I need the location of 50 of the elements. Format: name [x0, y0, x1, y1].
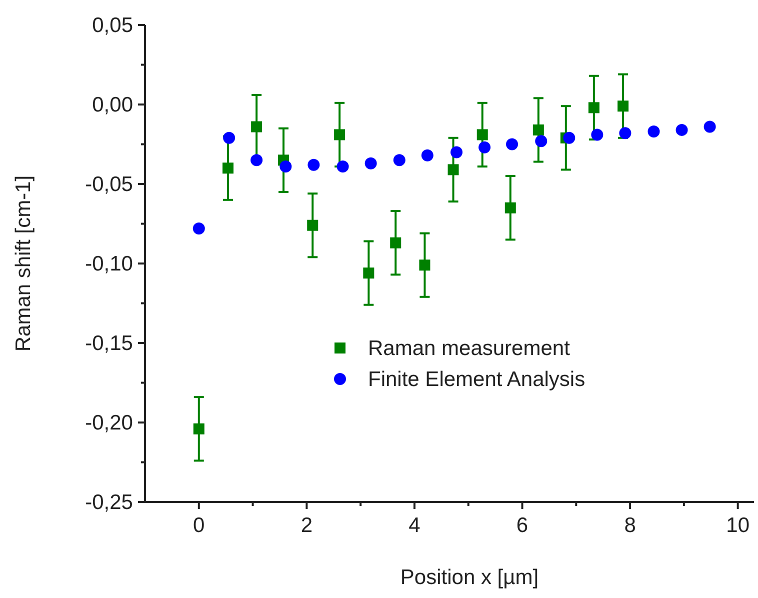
point — [393, 154, 406, 166]
point — [390, 237, 402, 248]
point — [476, 129, 488, 140]
point — [364, 157, 377, 170]
legend-label: Raman measurement — [368, 337, 570, 360]
x-tick-label: 4 — [408, 514, 421, 537]
x-tick-label: 6 — [516, 514, 528, 537]
point — [222, 162, 234, 174]
point — [618, 100, 629, 112]
point — [535, 135, 548, 148]
point — [192, 222, 205, 235]
point — [280, 160, 292, 173]
point — [336, 160, 349, 173]
y-tick-label: -0,05 — [85, 173, 133, 196]
legend-label: Finite Element Analysis — [368, 368, 586, 391]
point — [223, 132, 236, 144]
y-tick-label: -0,20 — [85, 412, 133, 434]
y-tick-label: -0,15 — [85, 332, 133, 355]
point — [563, 132, 576, 144]
point — [334, 129, 346, 140]
point — [619, 127, 632, 140]
x-tick-label: 0 — [193, 514, 205, 537]
point — [591, 128, 604, 141]
point — [588, 102, 600, 114]
point — [448, 164, 459, 176]
point — [419, 260, 430, 271]
y-axis-title: Raman shift [cm-1] — [12, 175, 35, 352]
x-tick-label: 2 — [300, 514, 313, 537]
point — [363, 268, 374, 279]
point — [307, 220, 318, 231]
y-tick-label: -0,10 — [85, 252, 133, 276]
x-tick-label: 8 — [624, 514, 636, 537]
y-tick-label: 0,05 — [92, 14, 133, 37]
point — [250, 154, 263, 166]
x-tick-label: 10 — [726, 514, 750, 537]
point — [450, 146, 463, 158]
point — [478, 141, 491, 154]
point — [506, 138, 518, 150]
y-tick-label: -0,25 — [85, 491, 133, 514]
point — [648, 126, 660, 138]
point — [676, 124, 688, 136]
point — [504, 202, 516, 214]
point — [532, 124, 544, 136]
point — [704, 120, 716, 133]
point — [251, 121, 262, 132]
y-tick-label: 0,00 — [92, 94, 133, 116]
point — [193, 423, 204, 434]
point — [308, 158, 320, 171]
x-axis-title: Position x [µm] — [400, 566, 539, 589]
point — [421, 149, 434, 162]
